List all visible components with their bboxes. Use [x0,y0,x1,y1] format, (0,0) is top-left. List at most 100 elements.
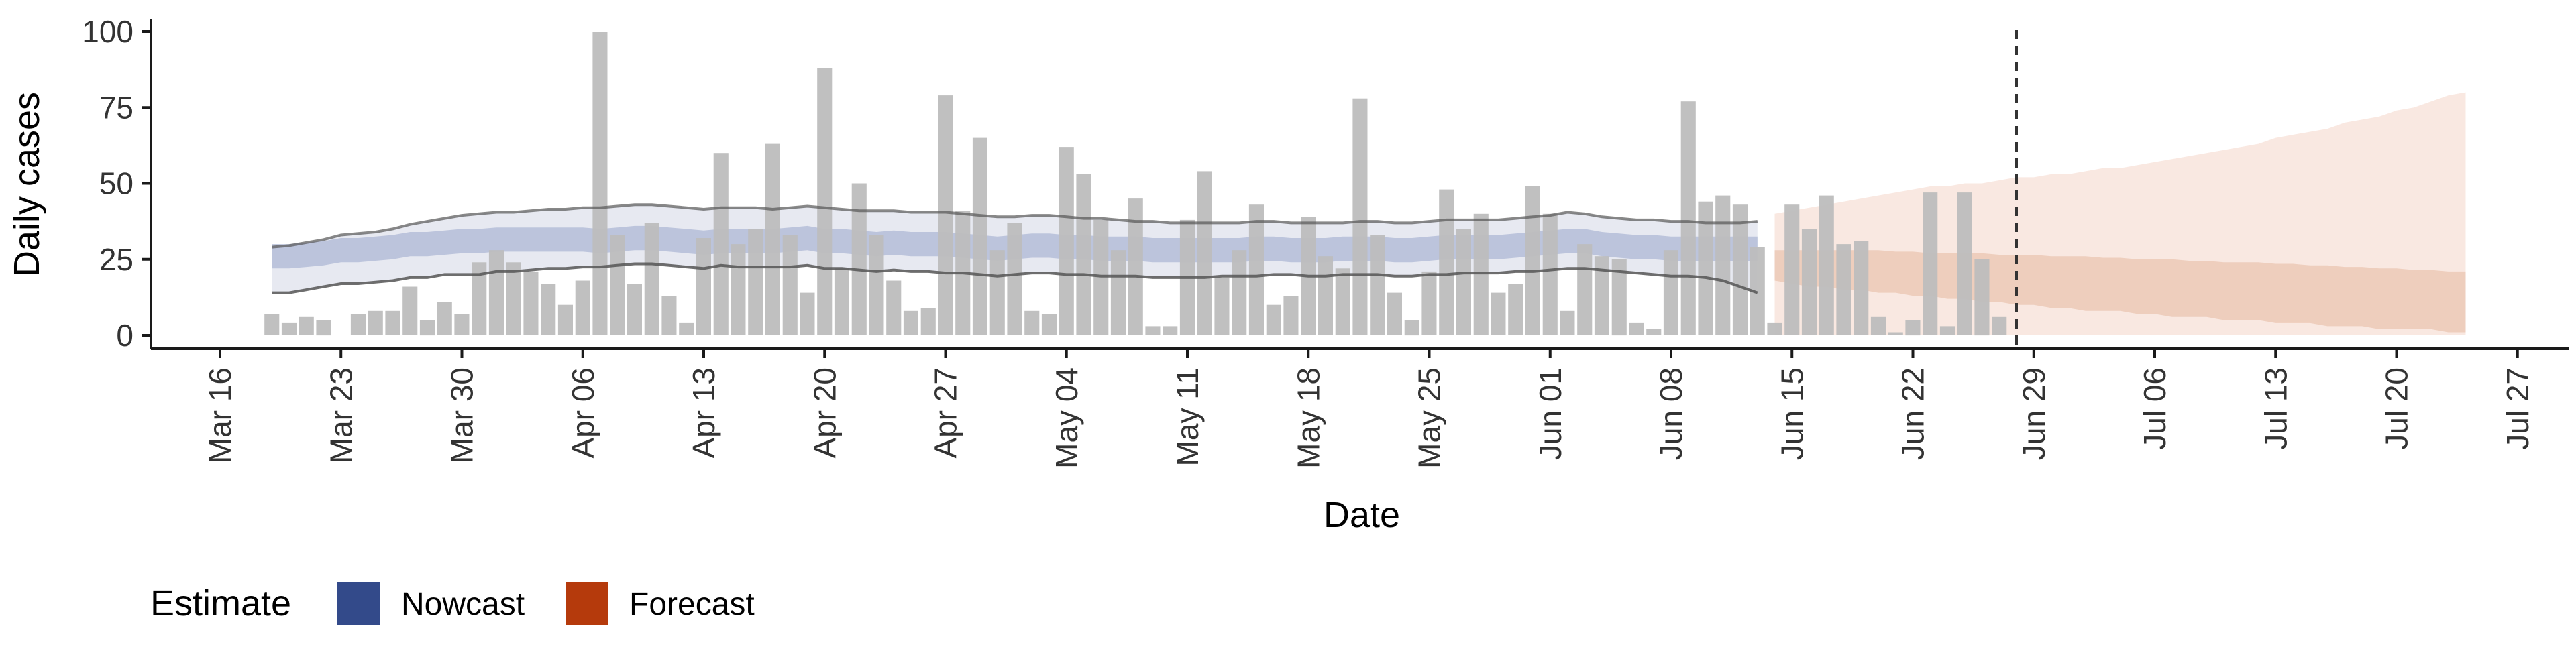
x-tick-label: Jun 08 [1654,367,1688,460]
x-tick-label: Jun 29 [2017,367,2051,460]
case-bar [437,302,452,335]
case-bar [1421,271,1437,335]
case-bar [1784,204,1800,335]
case-bar [1232,250,1247,335]
y-tick-label: 50 [99,166,133,201]
case-bar [1732,204,1748,335]
x-tick-label: Jul 06 [2137,367,2172,450]
case-bar [402,286,418,335]
case-bar [1594,256,1609,335]
case-bar [1629,322,1644,335]
case-bar [1163,326,1178,335]
case-bar [472,262,487,335]
case-bar [1318,256,1333,335]
legend-title: Estimate [150,583,291,624]
case-bar [731,244,746,335]
x-tick-label: Jun 22 [1896,367,1931,460]
x-tick-label: Jul 27 [2500,367,2535,450]
case-bar [1007,223,1022,335]
case-bar [1905,320,1921,336]
legend-label-forecast: Forecast [629,587,755,622]
case-bar [920,308,936,335]
case-bar [1404,320,1419,336]
case-bar [1888,332,1903,335]
nowcast-upper-line [272,203,1758,249]
case-bar [592,32,608,335]
case-bar [1801,229,1817,335]
case-bar [1059,147,1074,335]
case-bar [1456,229,1471,335]
case-bar [851,183,867,335]
case-bar [1110,250,1126,335]
case-bar [1542,213,1558,335]
case-bar [644,223,659,335]
legend-label-nowcast: Nowcast [401,587,525,622]
case-bar [1939,326,1955,335]
case-bar [1024,310,1040,335]
legend: Estimate Nowcast Forecast [150,582,755,625]
case-bar [1248,204,1264,335]
case-bar [1836,244,1851,335]
case-bar [1698,201,1713,335]
case-bar [1750,247,1765,335]
case-bar [886,280,902,335]
case-bar [1957,192,1972,335]
x-tick-label: May 11 [1170,367,1205,466]
case-bar [1854,241,1869,335]
case-bar [903,310,918,335]
case-bar [1335,268,1350,335]
case-bar [989,250,1005,335]
nowcast-lower-line [272,262,1758,294]
y-tick-label: 100 [82,14,133,49]
case-bar [1974,259,1990,336]
y-tick-label: 75 [99,90,133,125]
x-tick-label: Apr 06 [566,367,600,459]
case-bar [782,235,798,335]
case-bar [1387,292,1402,335]
case-bar [1439,189,1454,335]
case-bar [1508,284,1523,335]
case-bar [488,250,504,335]
case-bar [1266,304,1281,335]
case-bar [713,153,729,335]
case-bar [1128,198,1143,335]
case-bar [316,320,331,336]
x-tick-label: Jul 13 [2258,367,2293,450]
case-bar [541,284,556,335]
case-bar [1473,213,1489,335]
case-bar [1525,186,1540,335]
case-bar [350,314,366,335]
x-tick-label: Apr 27 [928,367,963,459]
case-bar [869,235,884,335]
legend-swatch-forecast [566,582,608,625]
y-axis-title: Daily cases [7,92,47,277]
axes: 0 25 50 75 100 Mar 16 Mar 23 Mar 30 Apr 06 Apr 1… [7,14,2569,535]
case-bar [1214,277,1230,335]
case-bar [1370,235,1385,335]
case-bar [299,316,314,335]
x-ticks: Mar 16 Mar 23 Mar 30 Apr 06 Apr 13 Apr 20 Apr … [203,349,2535,469]
case-bar [972,137,987,335]
x-tick-label: Apr 20 [807,367,842,459]
case-bar [748,229,763,335]
case-bar [1680,101,1696,335]
case-bar [1197,171,1212,335]
case-bar [1491,292,1506,335]
case-bar [1870,316,1886,335]
case-bar [1611,259,1627,336]
case-bar [368,310,383,335]
case-bar [523,271,539,335]
case-bar [627,284,642,335]
case-bar [938,95,953,335]
case-bar [575,280,590,335]
plot-area [264,30,2466,349]
case-bar [1819,195,1834,335]
x-tick-label: Jun 15 [1774,367,1809,460]
x-axis-title: Date [1324,495,1400,535]
case-bar [610,235,625,335]
case-bar [1076,174,1091,335]
case-bar [385,310,400,335]
case-bar [661,296,677,335]
